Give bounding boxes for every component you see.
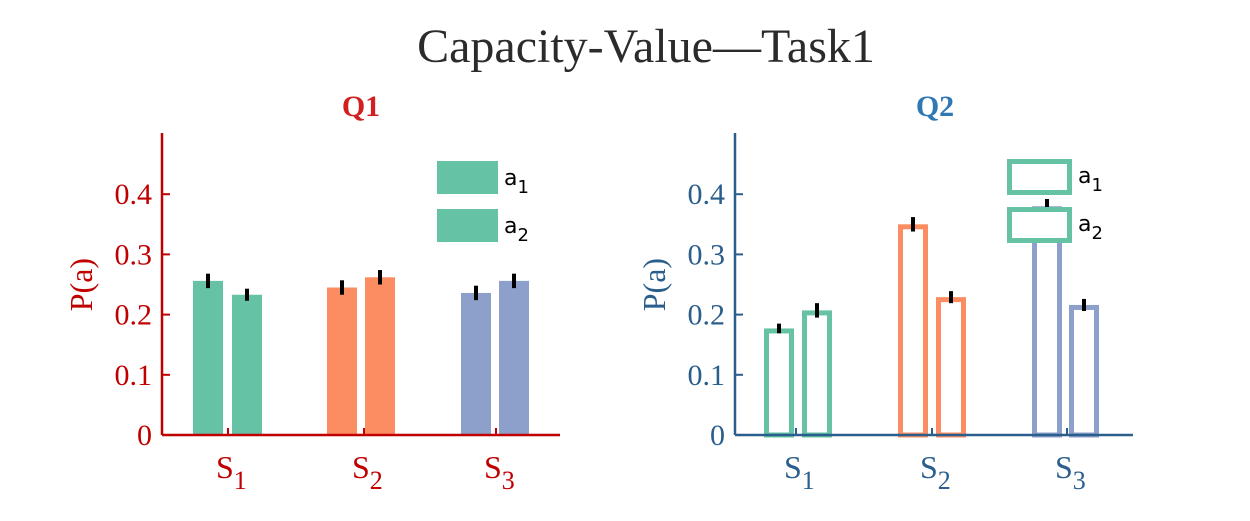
bar [193,280,223,435]
y-tick-label: 0.3 [688,238,726,271]
figure-title: Capacity-Value—Task1 [417,20,875,73]
legend: a1 a2 [1007,159,1103,244]
y-axis-label: P(a) [636,258,672,311]
legend-label: a1 [1078,164,1103,196]
bar [802,310,832,438]
panel-q1: Q1 P(a) 0 0.1 0.2 0.3 0.4 S1 S2 S3 a1 a2 [63,90,560,495]
bar [1069,304,1099,438]
legend-label: a2 [504,214,529,246]
bar [499,280,529,435]
x-tick-label: S3 [1055,449,1086,495]
legend-label: a1 [504,166,529,198]
x-tick-label: S2 [352,449,383,495]
legend-swatch [437,209,498,242]
panel-q2: Q2 P(a) 0 0.1 0.2 0.3 0.4 S1 S2 S3 a1 a2 [636,90,1133,495]
y-tick-label: 0.4 [688,178,726,211]
panel-title: Q1 [342,90,380,123]
x-tick-label: S2 [920,449,951,495]
y-tick-label: 0.3 [115,238,153,271]
y-tick-label: 0.2 [688,299,726,332]
bar [764,328,794,438]
y-tick-label: 0 [710,419,725,452]
panel-title: Q2 [916,90,954,123]
legend-label: a2 [1078,212,1103,244]
legend-swatch [1007,207,1072,243]
bar [936,297,966,438]
y-tick-label: 0.2 [115,299,153,332]
y-tick-label: 0.1 [688,359,726,392]
bar [898,224,928,438]
y-axis-label: P(a) [63,258,99,311]
y-tick-label: 0.4 [115,178,153,211]
x-tick-label: S3 [484,449,515,495]
legend-swatch [437,161,498,194]
y-tick-label: 0 [137,419,152,452]
y-tick-label: 0.1 [115,359,153,392]
bar [232,294,262,435]
legend-swatch [1007,159,1072,195]
legend: a1 a2 [437,161,529,246]
bar [365,277,395,435]
bar [327,287,357,435]
x-tick-label: S1 [216,449,247,495]
x-tick-label: S1 [784,449,815,495]
bar [461,292,491,435]
